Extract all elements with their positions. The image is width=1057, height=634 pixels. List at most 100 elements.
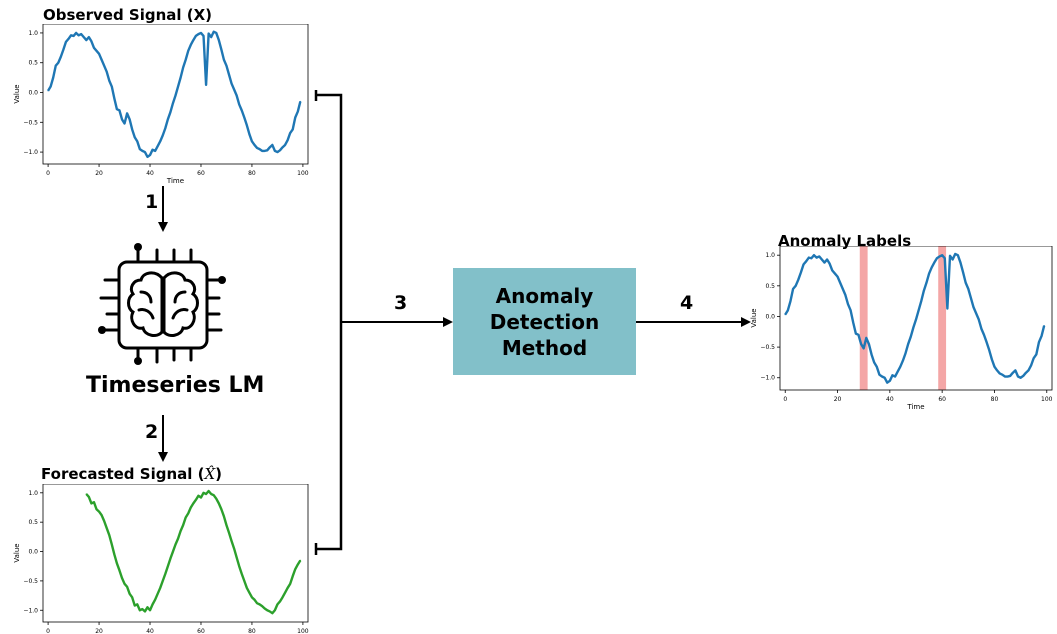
data-point [1027,369,1030,371]
data-point [154,150,156,152]
data-point [116,108,118,110]
data-point [129,593,131,595]
data-point [98,511,100,513]
x-tick-label: 100 [297,628,309,634]
y-tick-label: −0.5 [760,344,775,351]
data-point [192,502,194,504]
data-point [106,71,108,73]
data-point [164,573,166,575]
data-point [805,260,807,262]
data-point [904,352,907,354]
data-point [75,32,77,34]
x-tick-label: 40 [886,396,894,403]
data-point [98,53,100,55]
data-point [795,285,797,287]
data-point [101,59,103,61]
data-point [185,516,187,519]
data-point [870,353,873,356]
data-point [894,375,896,378]
data-point [264,607,266,610]
data-point [860,343,862,345]
data-point [279,600,281,603]
data-point [136,140,138,142]
observed-signal-chart: 0 20 40 60 80 100 1.0 0.5 0.0 −0.5 −1.0 Time Value [13,24,309,184]
data-point [129,118,131,120]
x-axis-label: Time [906,403,924,411]
data-point [847,303,849,305]
data-point [949,255,951,257]
y-axis-label: Value [750,308,758,327]
data-point [243,580,245,582]
data-point [855,333,857,335]
data-point [141,150,143,152]
data-point [169,111,171,113]
data-point [970,297,972,299]
x-tick-label: 20 [834,396,842,403]
data-point [253,599,256,601]
data-point [215,32,217,34]
data-point [118,109,121,111]
data-point [284,144,286,146]
data-point [912,326,914,329]
data-point [292,575,294,577]
data-point [292,128,294,131]
data-point [121,577,123,579]
data-point [891,374,894,376]
data-point [1012,372,1014,374]
data-point [233,548,235,550]
data-point [297,110,299,113]
y-tick-label: 0.0 [765,313,775,320]
data-point [151,603,154,605]
data-point [946,307,948,310]
data-point [923,290,925,292]
y-tick-label: −1.0 [23,607,38,614]
data-point [253,144,256,146]
data-point [829,263,831,265]
y-tick-label: 0.5 [28,519,38,526]
x-tick-label: 80 [248,628,256,634]
data-point [157,593,159,595]
data-point [269,146,271,148]
data-point [126,586,128,588]
data-point [297,563,299,566]
data-point [213,494,215,496]
method-line-2: Detection [489,309,600,334]
data-point [146,606,149,608]
data-point [174,543,177,546]
step-1-label: 1 [145,191,159,213]
data-point [294,568,296,570]
data-point [821,258,823,261]
data-point [978,318,980,321]
data-point [281,596,284,598]
data-point [223,59,225,61]
data-point [180,530,182,532]
data-point [85,39,87,41]
data-point [230,82,233,85]
data-point [106,527,108,529]
data-point [108,534,110,536]
data-point [144,610,146,613]
data-point [185,59,187,61]
data-point [972,306,975,308]
data-point [208,490,210,492]
data-point [139,609,141,611]
method-line-1: Anomaly [495,283,594,308]
x-tick-label: 0 [46,170,50,177]
data-point [983,334,985,336]
data-point [195,499,197,501]
data-point [844,294,846,296]
data-point [839,282,841,284]
x-tick-label: 80 [248,170,256,177]
data-point [187,50,189,52]
y-tick-label: 1.0 [28,30,38,37]
data-point [907,343,909,345]
data-point [52,77,54,79]
data-point [1004,375,1006,378]
data-point [225,65,228,67]
data-point [931,266,933,269]
data-point [67,38,70,40]
data-point [60,56,62,58]
data-point [197,495,200,497]
data-point [999,372,1001,375]
